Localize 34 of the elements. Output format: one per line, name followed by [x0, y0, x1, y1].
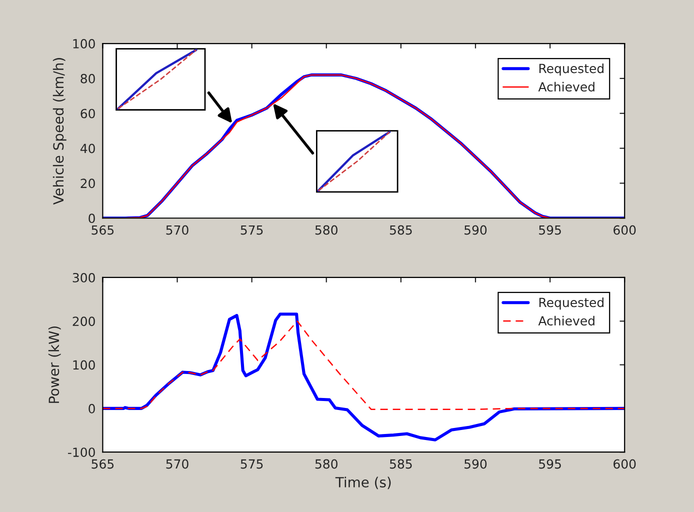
- x-tick-label: 585: [390, 225, 412, 235]
- legend-label: Achieved: [538, 316, 594, 326]
- x-axis-title: Time (s): [335, 476, 391, 490]
- x-tick-label: 570: [166, 225, 188, 235]
- x-tick-label: 580: [315, 459, 338, 469]
- x-tick-label: 565: [92, 225, 114, 235]
- y-tick-label: 20: [80, 178, 95, 188]
- x-tick-label: 590: [464, 459, 487, 469]
- legend-label: Requested: [539, 64, 604, 76]
- x-tick-label: 575: [240, 459, 263, 469]
- x-tick-label: 595: [539, 459, 561, 469]
- y-tick-label: 80: [80, 74, 95, 84]
- x-tick-label: 580: [315, 225, 338, 235]
- x-tick-label: 570: [166, 459, 188, 469]
- y-tick-label: 0: [88, 214, 95, 224]
- legend-label: Achieved: [538, 82, 594, 92]
- x-tick-label: 575: [240, 225, 263, 235]
- y-tick-label: 100: [73, 360, 95, 370]
- x-tick-label: 600: [614, 225, 636, 235]
- y-tick-label: -100: [68, 448, 95, 458]
- y-tick-label: 100: [73, 38, 95, 48]
- y-tick-label: 60: [80, 108, 95, 118]
- y-axis-title: Vehicle Speed (km/h): [52, 58, 66, 205]
- y-tick-label: 40: [80, 144, 95, 154]
- legend-label: Requested: [539, 297, 604, 310]
- x-tick-label: 590: [464, 225, 487, 235]
- x-tick-label: 595: [539, 225, 561, 235]
- x-tick-label: 585: [390, 459, 412, 469]
- y-tick-label: 0: [88, 404, 95, 414]
- x-tick-label: 600: [614, 459, 636, 469]
- x-tick-label: 565: [92, 459, 114, 469]
- y-tick-label: 300: [72, 272, 95, 282]
- y-tick-label: 200: [72, 316, 95, 326]
- y-axis-title: Power (kW): [48, 326, 61, 403]
